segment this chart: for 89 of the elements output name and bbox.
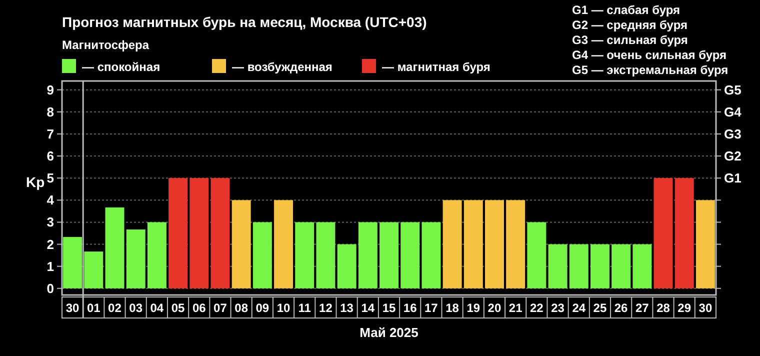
- legend-title: Магнитосфера: [62, 38, 150, 52]
- x-tick-label: 10: [276, 301, 291, 315]
- legend-label: — магнитная буря: [382, 60, 490, 74]
- bar: [232, 200, 251, 288]
- bar: [590, 244, 610, 288]
- x-tick-label: 23: [551, 301, 565, 315]
- y-tick-label: 5: [46, 170, 54, 186]
- bar: [632, 244, 652, 288]
- y-tick-label: 3: [46, 214, 54, 230]
- y-tick-label: 4: [46, 192, 55, 208]
- bar: [422, 222, 441, 288]
- x-tick-label: 30: [698, 301, 712, 315]
- x-tick-label: 25: [593, 301, 607, 315]
- x-tick-label: 02: [108, 301, 122, 315]
- text: G4 — очень сильная буря: [572, 48, 727, 62]
- bar: [612, 244, 631, 288]
- x-tick-label: 05: [171, 301, 186, 315]
- x-tick-label: 27: [635, 301, 650, 315]
- bar: [168, 178, 188, 288]
- bar: [569, 244, 588, 288]
- bar: [548, 244, 568, 288]
- bar: [380, 222, 398, 288]
- bar: [105, 207, 124, 288]
- bar: [274, 200, 294, 288]
- bar: [484, 200, 504, 288]
- bar: [506, 200, 526, 288]
- chart-title: Прогноз магнитных бурь на месяц, Москва (UTC+03): [62, 14, 427, 30]
- text: G2 — средняя буря: [572, 18, 688, 32]
- x-tick-label: 26: [614, 301, 628, 315]
- bar: [147, 222, 166, 288]
- y-tick-label: 8: [46, 104, 54, 120]
- x-tick-label: 01: [86, 301, 101, 315]
- x-tick-label: 22: [530, 301, 544, 315]
- category-label: G3: [724, 126, 742, 142]
- y-tick-label: 9: [46, 82, 54, 98]
- x-axis-title: Май 2025: [360, 325, 418, 340]
- text: G5 — экстремальная буря: [572, 63, 728, 77]
- x-tick-label: 06: [192, 301, 206, 315]
- bar: [252, 222, 272, 288]
- x-tick-label: 11: [298, 301, 312, 315]
- category-label: G2: [724, 148, 742, 164]
- bar: [210, 178, 230, 288]
- category-label: G4: [724, 104, 742, 120]
- x-tick-label: 13: [340, 301, 354, 315]
- legend-label: — спокойная: [82, 60, 160, 74]
- bar: [358, 222, 378, 288]
- legend-label: — возбужденная: [232, 60, 332, 74]
- bar: [295, 222, 314, 288]
- bar: [400, 222, 420, 288]
- bar: [674, 178, 694, 288]
- y-axis-title: Kp: [26, 174, 45, 190]
- y-tick-label: 7: [46, 126, 54, 142]
- bar: [654, 178, 673, 288]
- x-tick-label: 03: [129, 301, 143, 315]
- bar: [527, 222, 546, 288]
- bar: [63, 236, 82, 288]
- bar: [337, 244, 356, 288]
- y-tick-label: 1: [46, 258, 54, 274]
- x-tick-label: 28: [656, 301, 670, 315]
- x-tick-label: 24: [572, 301, 586, 315]
- x-tick-label: 04: [150, 301, 164, 315]
- bar: [190, 178, 209, 288]
- x-tick-label: 21: [508, 301, 523, 315]
- x-tick-label: 08: [234, 301, 248, 315]
- x-tick-label: 07: [214, 301, 228, 315]
- category-label: G5: [724, 82, 742, 98]
- x-tick-label: 19: [466, 301, 480, 315]
- x-tick-label: 16: [403, 301, 418, 315]
- x-tick-label: 09: [256, 301, 270, 315]
- bar: [696, 200, 715, 288]
- y-tick-label: 6: [46, 148, 54, 164]
- bar: [316, 222, 336, 288]
- x-tick-label: 15: [382, 301, 396, 315]
- x-tick-label: 29: [678, 301, 692, 315]
- x-tick-label: 12: [319, 301, 333, 315]
- y-tick-label: 2: [46, 236, 54, 252]
- text: G1 — слабая буря: [572, 3, 680, 17]
- x-tick-label: 17: [424, 301, 438, 315]
- bar: [464, 200, 483, 288]
- y-tick-label: 0: [46, 280, 54, 296]
- x-tick-label: 18: [446, 301, 460, 315]
- x-tick-label: 30: [66, 301, 80, 315]
- bar: [126, 229, 146, 288]
- bar: [84, 252, 104, 288]
- text: G3 — сильная буря: [572, 33, 688, 47]
- bar: [442, 200, 462, 288]
- category-label: G1: [724, 170, 742, 186]
- x-tick-label: 14: [361, 301, 375, 315]
- x-tick-label: 20: [488, 301, 502, 315]
